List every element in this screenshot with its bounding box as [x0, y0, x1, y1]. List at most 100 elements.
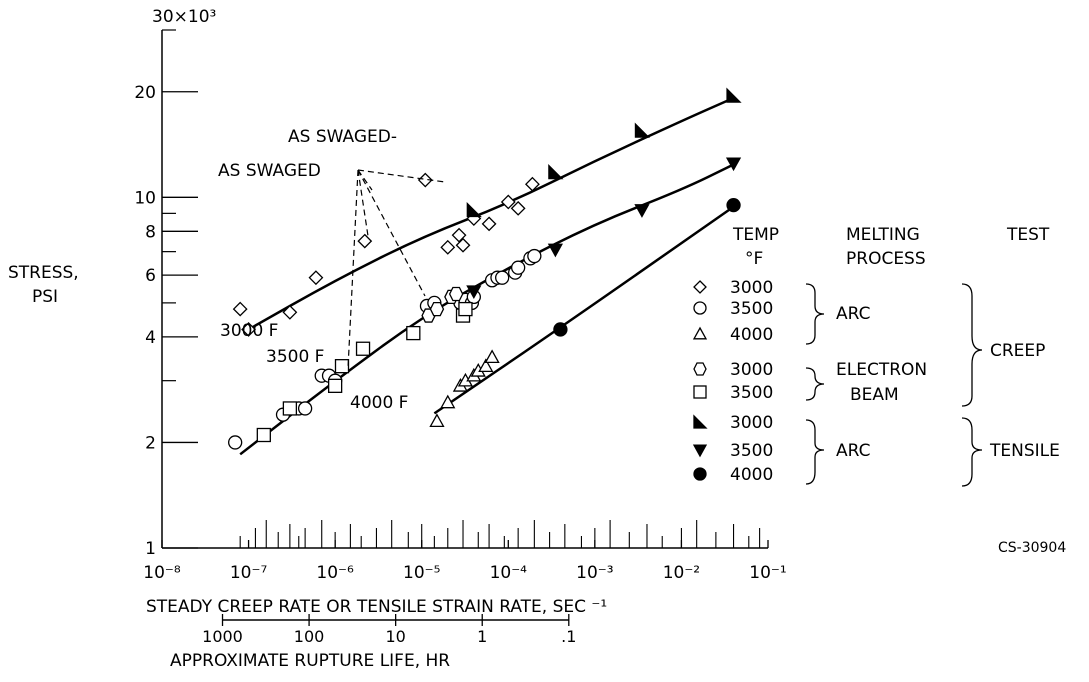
data-point — [726, 87, 742, 103]
data-point — [553, 322, 568, 337]
data-point — [693, 280, 707, 294]
data-point — [455, 237, 471, 253]
data-point — [429, 301, 445, 317]
axes: 1 2 4 6 8 10 20 10⁻⁸ 10⁻⁷ 10⁻⁶ 10⁻⁵ 10⁻⁴ 10⁻³ 10⁻² 10⁻… — [134, 29, 787, 646]
data-point — [256, 427, 271, 443]
secondary-axis-title: APPROXIMATE RUPTURE LIFE, HR — [170, 651, 450, 671]
legend-row-temp: 3000 — [730, 413, 773, 433]
y-tick-label: 6 — [145, 266, 156, 286]
curve-label-4000: 4000 F — [350, 393, 408, 413]
data-point — [417, 172, 433, 188]
legend-group-electron: ELECTRON — [836, 360, 927, 380]
brace-tensile — [961, 417, 983, 487]
legend-header-process-2: PROCESS — [846, 249, 926, 269]
x-axis-title: STEADY CREEP RATE OR TENSILE STRAIN RATE… — [146, 597, 607, 617]
data-point — [451, 227, 467, 243]
data-point — [406, 325, 421, 341]
x-tick-label: 10⁻¹ — [749, 563, 786, 583]
legend-row-temp: 3500 — [730, 299, 773, 319]
as-swaged-leader — [347, 169, 359, 369]
legend-group-arc-tensile: ARC — [836, 441, 870, 461]
x-tick-label: 10⁻⁵ — [403, 563, 440, 583]
y-tick-label: 10 — [134, 188, 156, 208]
data-point — [693, 362, 707, 376]
data-point — [634, 122, 651, 138]
figure-code: CS-30904 — [998, 540, 1066, 556]
curve-label-3000: 3000 F — [220, 321, 278, 341]
data-point — [524, 176, 540, 192]
data-point — [726, 197, 741, 213]
legend-header-temp-unit: °F — [745, 249, 763, 269]
as-swaged-leader — [357, 169, 446, 183]
x-tick-label: 10⁻⁶ — [316, 563, 354, 583]
data-point — [478, 358, 494, 373]
x-tick-label: 10⁻⁴ — [490, 563, 528, 583]
data-point — [725, 157, 742, 172]
data-point — [241, 322, 256, 337]
data-point — [429, 413, 445, 427]
data-point — [440, 239, 456, 255]
data-point — [692, 444, 708, 458]
y-tick-label: 4 — [145, 328, 156, 348]
data-point — [466, 285, 482, 300]
fit-curve — [239, 163, 735, 456]
legend-group-beam: BEAM — [850, 385, 899, 405]
data-point — [334, 359, 350, 374]
data-point — [548, 164, 564, 180]
data-point — [481, 216, 497, 232]
data-point — [355, 341, 371, 356]
legend-row-temp: 4000 — [730, 325, 773, 345]
data-point — [484, 349, 500, 364]
y-top-label: 30×10³ — [152, 7, 216, 27]
fit-curve — [433, 205, 735, 415]
y-tick-label: 2 — [145, 433, 156, 453]
legend-row-temp: 3000 — [730, 278, 773, 298]
data-point — [458, 301, 473, 317]
y-tick-label: 1 — [145, 539, 156, 559]
as-swaged-leader — [357, 169, 426, 297]
data-point — [466, 201, 482, 218]
curve-label-3500: 3500 F — [266, 347, 324, 367]
data-point — [232, 301, 248, 317]
secondary-axis-label: 100 — [294, 627, 325, 646]
data-point — [440, 394, 456, 409]
data-point — [510, 260, 526, 275]
secondary-axis-label: .1 — [561, 627, 576, 646]
data-point — [547, 243, 563, 258]
legend-group-arc-creep: ARC — [836, 304, 870, 324]
legend-row-temp: 3500 — [730, 441, 773, 461]
brace-arc-tensile — [805, 419, 825, 485]
legend-row-temp: 4000 — [730, 465, 773, 485]
y-tick-label: 8 — [145, 222, 156, 242]
legend-braces — [805, 283, 983, 487]
as-swaged-label-1: AS SWAGED- — [288, 127, 397, 147]
data-point — [510, 200, 526, 216]
data-point — [282, 401, 298, 416]
brace-creep — [961, 283, 983, 407]
data-point — [693, 385, 707, 399]
brace-electron-beam — [805, 367, 825, 401]
data-point — [693, 301, 707, 315]
fit-curve — [247, 96, 735, 331]
annotations — [347, 169, 446, 369]
data-point — [500, 194, 516, 210]
legend-test-creep: CREEP — [990, 341, 1045, 361]
data-point — [357, 233, 373, 249]
legend-header-process: MELTING — [846, 225, 920, 245]
data-point — [693, 467, 707, 481]
data-point — [297, 401, 313, 416]
secondary-axis-label: 10 — [385, 627, 405, 646]
y-axis-label-line1: STRESS, — [8, 263, 79, 283]
legend-row-temp: 3000 — [730, 360, 773, 380]
data-point — [228, 435, 243, 450]
as-swaged-label-2: AS SWAGED — [218, 161, 321, 181]
x-tick-label: 10⁻⁷ — [230, 563, 268, 583]
data-point — [448, 286, 464, 302]
data-point — [308, 270, 324, 286]
data-point — [327, 378, 343, 393]
data-point — [282, 304, 298, 320]
as-swaged-leader — [357, 169, 369, 237]
y-axis-label-line2: PSI — [32, 287, 58, 307]
data-point — [693, 414, 708, 429]
